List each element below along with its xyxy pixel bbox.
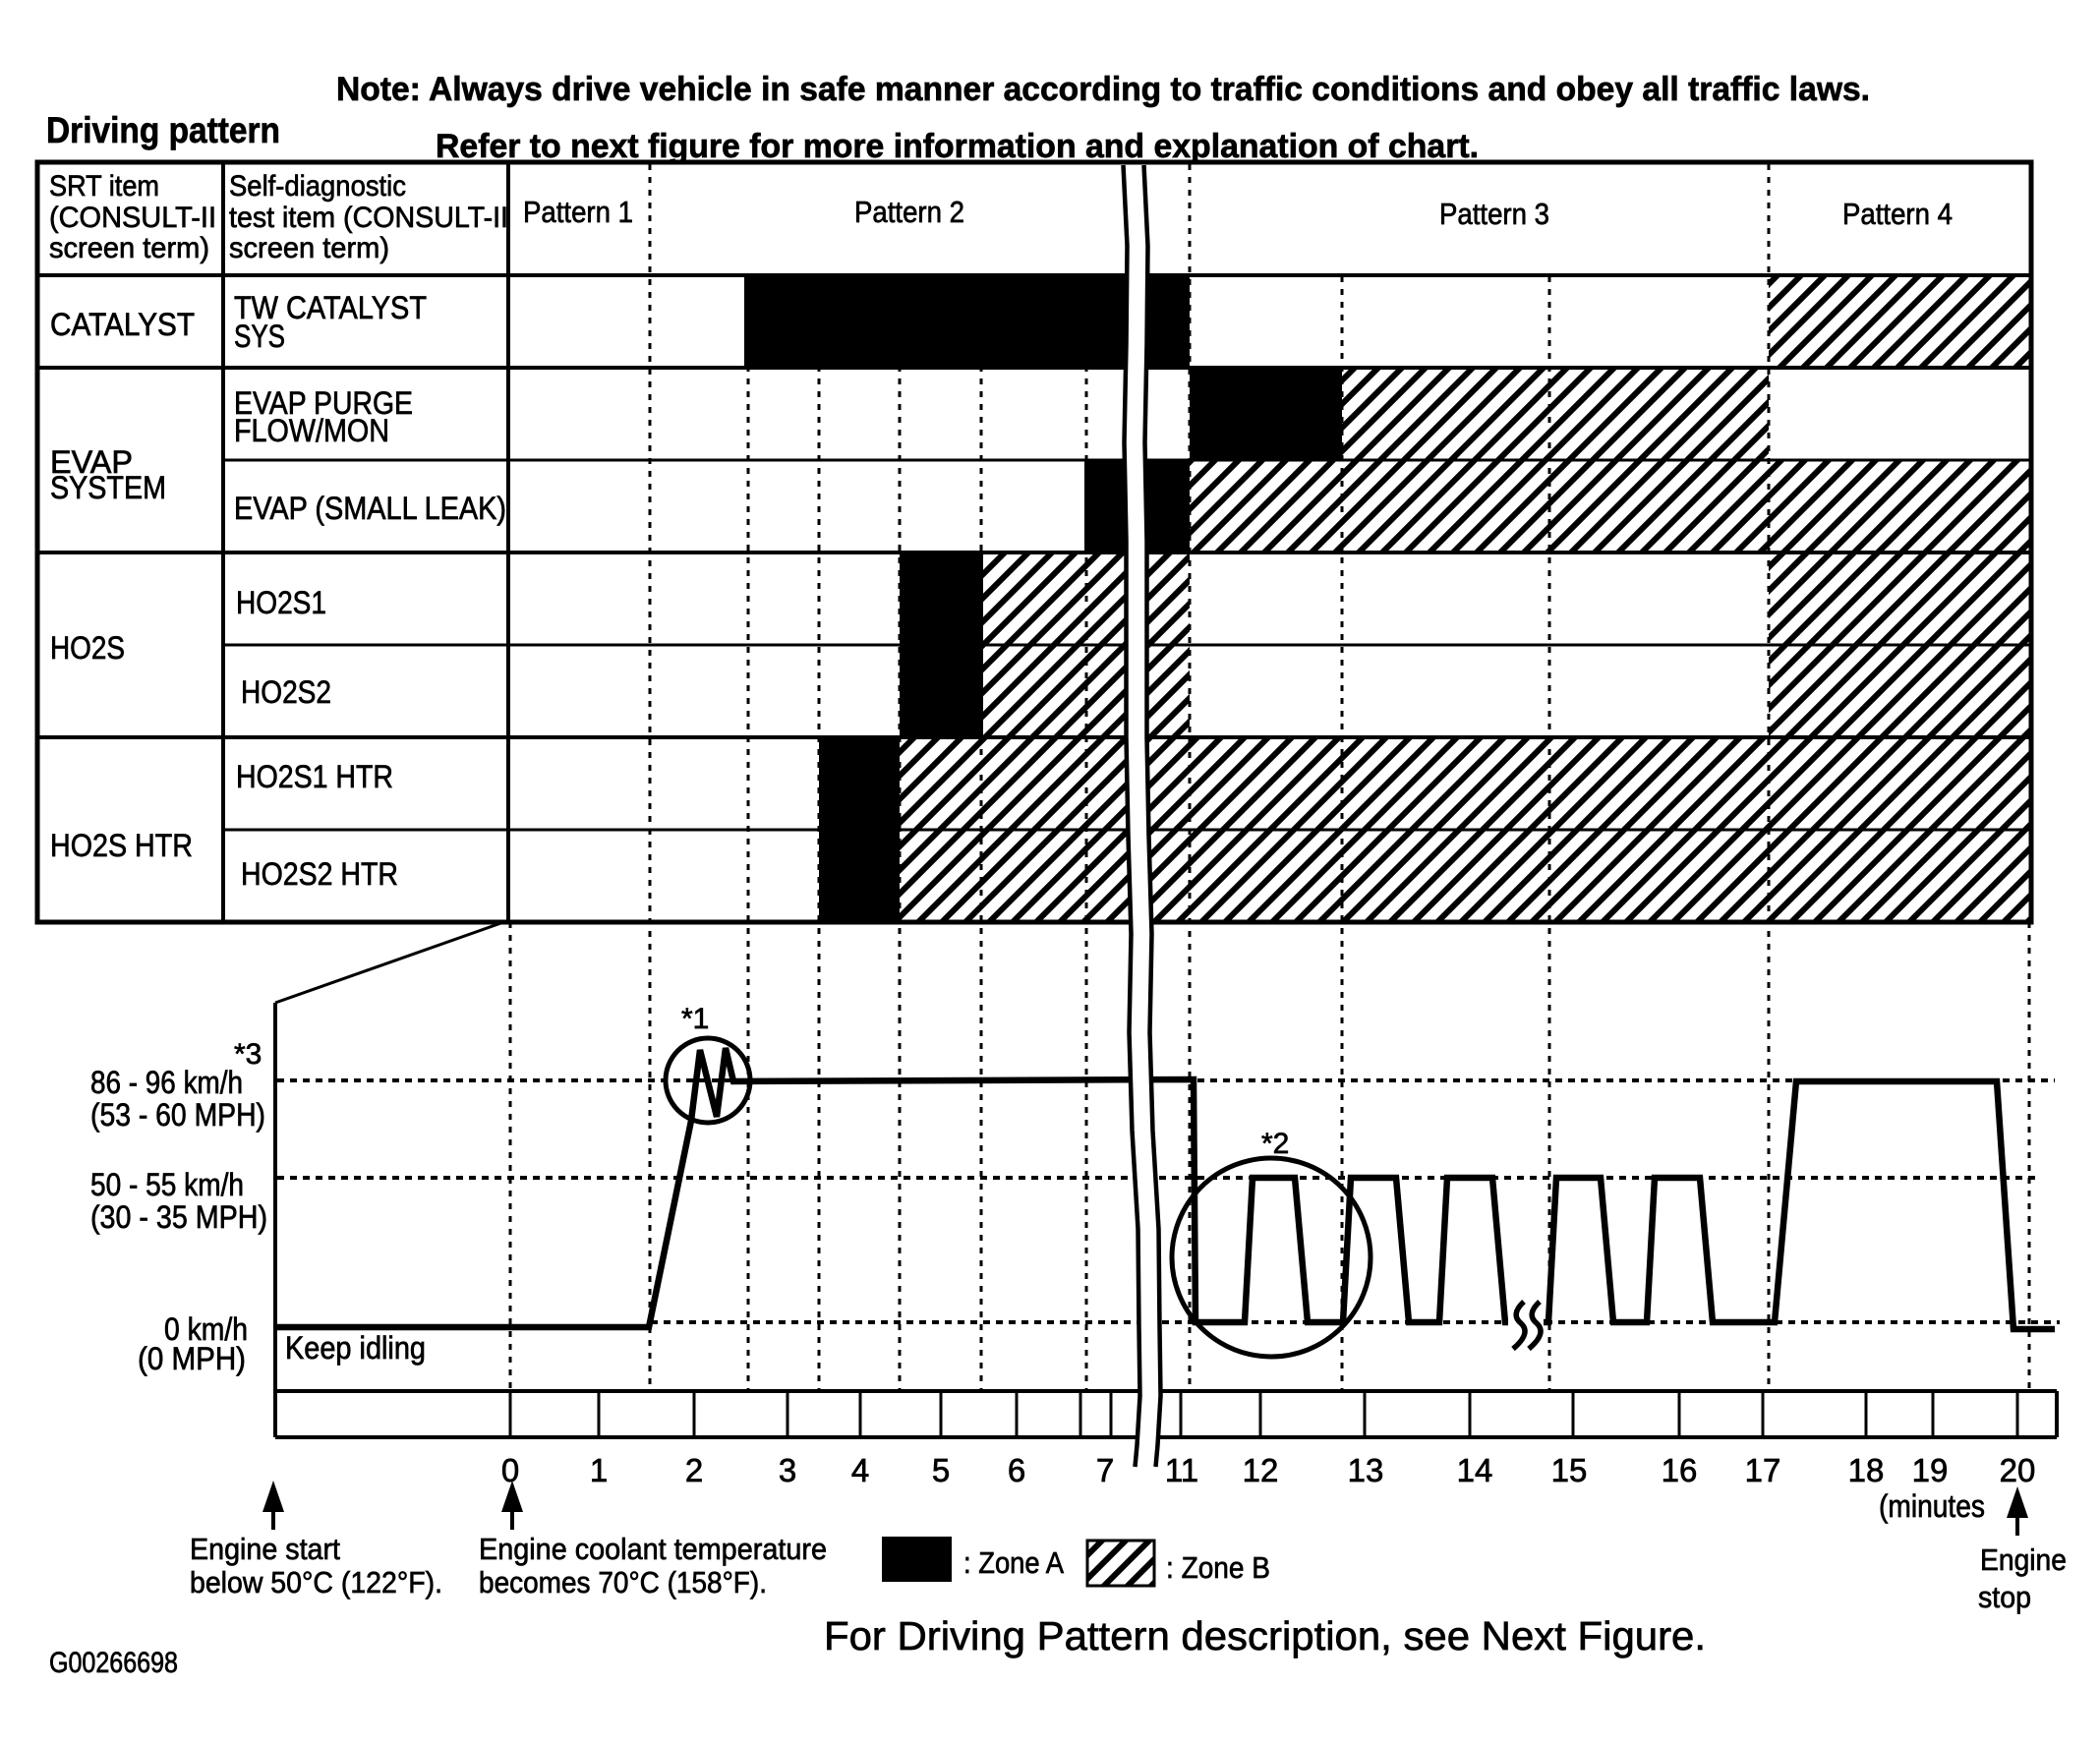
svg-text:4: 4 bbox=[851, 1452, 869, 1488]
svg-text:SRT item: SRT item bbox=[49, 170, 159, 203]
svg-text:(0 MPH): (0 MPH) bbox=[138, 1341, 246, 1376]
svg-text:Engine start: Engine start bbox=[190, 1532, 340, 1566]
svg-text:HO2S1 HTR: HO2S1 HTR bbox=[236, 759, 393, 794]
svg-text:(minutes: (minutes bbox=[1879, 1488, 1985, 1524]
svg-text:Keep idling: Keep idling bbox=[285, 1330, 426, 1366]
svg-text:14: 14 bbox=[1457, 1452, 1493, 1488]
svg-text:(30 - 35 MPH): (30 - 35 MPH) bbox=[90, 1199, 267, 1235]
svg-text:(53 - 60 MPH): (53 - 60 MPH) bbox=[90, 1097, 265, 1133]
svg-text:*1: *1 bbox=[681, 1003, 709, 1035]
svg-text:11: 11 bbox=[1165, 1452, 1198, 1488]
svg-text:HO2S HTR: HO2S HTR bbox=[50, 828, 193, 863]
svg-text:Note: Always drive vehicle in: Note: Always drive vehicle in safe manne… bbox=[336, 71, 1870, 108]
svg-text:13: 13 bbox=[1348, 1452, 1384, 1488]
svg-text:EVAP: EVAP bbox=[50, 444, 133, 480]
svg-text:50 - 55 km/h: 50 - 55 km/h bbox=[90, 1167, 244, 1202]
svg-text:Pattern 3: Pattern 3 bbox=[1439, 197, 1549, 231]
svg-text:CATALYST: CATALYST bbox=[50, 307, 195, 342]
svg-text:5: 5 bbox=[932, 1452, 950, 1488]
svg-text:86 - 96 km/h: 86 - 96 km/h bbox=[90, 1065, 243, 1100]
svg-text:Driving pattern: Driving pattern bbox=[46, 110, 280, 150]
svg-text:(CONSULT-II: (CONSULT-II bbox=[49, 202, 216, 234]
svg-text:FLOW/MON: FLOW/MON bbox=[234, 413, 389, 448]
svg-text:20: 20 bbox=[2000, 1452, 2036, 1488]
svg-text:0 km/h: 0 km/h bbox=[164, 1311, 248, 1347]
svg-text:3: 3 bbox=[779, 1452, 796, 1488]
svg-text:Engine coolant temperature: Engine coolant temperature bbox=[479, 1532, 827, 1566]
svg-text:15: 15 bbox=[1551, 1452, 1588, 1488]
svg-text:below 50°C (122°F).: below 50°C (122°F). bbox=[190, 1565, 442, 1600]
svg-text:0: 0 bbox=[501, 1452, 519, 1488]
svg-text:Pattern 2: Pattern 2 bbox=[854, 195, 964, 229]
svg-text:1: 1 bbox=[590, 1452, 608, 1488]
svg-text:HO2S1: HO2S1 bbox=[236, 585, 326, 620]
svg-text:: Zone A: : Zone A bbox=[963, 1545, 1064, 1580]
svg-text:stop: stop bbox=[1978, 1580, 2031, 1614]
svg-text:18: 18 bbox=[1848, 1452, 1885, 1488]
svg-text:G00266698: G00266698 bbox=[49, 1647, 178, 1679]
svg-text:test item (CONSULT-II: test item (CONSULT-II bbox=[229, 202, 508, 234]
svg-text:Pattern 1: Pattern 1 bbox=[523, 195, 633, 229]
svg-text:Refer to next figure for more: Refer to next figure for more informatio… bbox=[436, 128, 1479, 165]
svg-text:: Zone B: : Zone B bbox=[1166, 1550, 1270, 1585]
svg-text:16: 16 bbox=[1662, 1452, 1698, 1488]
svg-text:12: 12 bbox=[1243, 1452, 1279, 1488]
svg-text:17: 17 bbox=[1745, 1452, 1781, 1488]
svg-text:HO2S: HO2S bbox=[50, 630, 125, 666]
svg-text:Pattern 4: Pattern 4 bbox=[1842, 197, 1953, 231]
svg-text:6: 6 bbox=[1008, 1452, 1025, 1488]
svg-text:TW CATALYST: TW CATALYST bbox=[234, 290, 427, 325]
svg-text:*3: *3 bbox=[234, 1038, 262, 1071]
svg-text:2: 2 bbox=[685, 1452, 703, 1488]
svg-text:For Driving Pattern descriptio: For Driving Pattern description, see Nex… bbox=[824, 1613, 1706, 1658]
svg-text:HO2S2: HO2S2 bbox=[241, 674, 331, 710]
svg-text:becomes 70°C (158°F).: becomes 70°C (158°F). bbox=[479, 1565, 767, 1600]
svg-text:19: 19 bbox=[1912, 1452, 1949, 1488]
svg-text:SYSTEM: SYSTEM bbox=[50, 470, 166, 505]
svg-text:Engine: Engine bbox=[1980, 1542, 2067, 1577]
svg-text:Self-diagnostic: Self-diagnostic bbox=[229, 170, 406, 203]
svg-text:7: 7 bbox=[1096, 1452, 1114, 1488]
svg-text:screen term): screen term) bbox=[49, 232, 209, 264]
svg-text:HO2S2 HTR: HO2S2 HTR bbox=[241, 856, 398, 892]
svg-text:SYS: SYS bbox=[234, 319, 285, 354]
svg-text:*2: *2 bbox=[1261, 1128, 1289, 1160]
svg-text:screen term): screen term) bbox=[229, 232, 389, 264]
svg-text:EVAP PURGE: EVAP PURGE bbox=[234, 385, 413, 421]
svg-text:EVAP (SMALL LEAK): EVAP (SMALL LEAK) bbox=[234, 491, 506, 526]
